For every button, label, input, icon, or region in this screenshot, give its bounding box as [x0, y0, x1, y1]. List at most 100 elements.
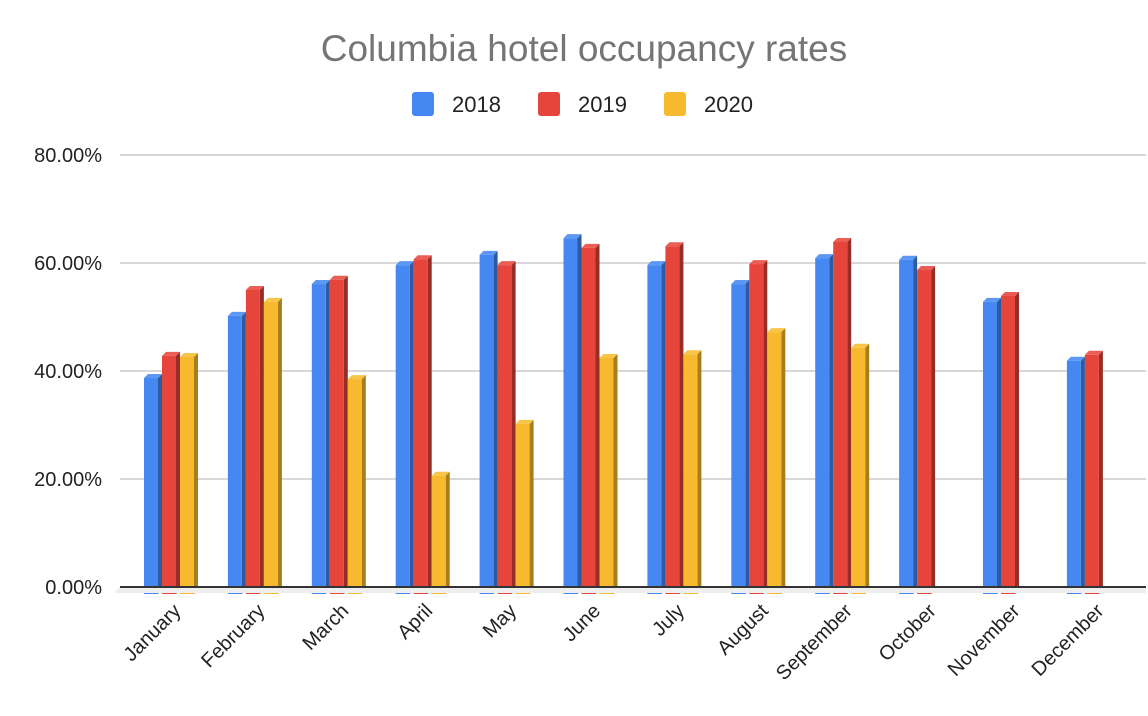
bar-front	[563, 238, 578, 594]
x-tick-label: May	[479, 600, 521, 642]
bar-2018-january[interactable]	[144, 374, 162, 594]
bar-2018-june[interactable]	[563, 234, 582, 594]
bar-front	[395, 265, 410, 594]
bar-side	[529, 419, 534, 594]
bar-2020-march[interactable]	[347, 375, 366, 594]
bar-side	[241, 311, 246, 594]
bar-2019-june[interactable]	[581, 243, 600, 594]
bar-2020-january[interactable]	[180, 352, 198, 594]
bar-top	[749, 260, 768, 265]
bar-front	[245, 290, 260, 594]
bar-top	[665, 242, 684, 247]
bar-2018-may[interactable]	[479, 250, 498, 594]
bar-top	[515, 419, 534, 424]
bar-top	[815, 254, 834, 259]
bar-front	[431, 475, 446, 594]
bar-front	[162, 355, 176, 594]
bar-2019-march[interactable]	[329, 275, 348, 594]
bar-2020-september[interactable]	[851, 343, 870, 594]
legend-item-2018[interactable]: 2018	[412, 92, 501, 117]
bar-2019-october[interactable]	[917, 266, 936, 594]
legend-swatch	[538, 92, 560, 116]
bar-front	[833, 241, 848, 594]
legend-label: 2019	[578, 92, 627, 117]
bar-2018-september[interactable]	[815, 254, 834, 594]
legend-item-2019[interactable]: 2019	[538, 92, 627, 117]
floor	[114, 587, 1146, 593]
bar-2020-april[interactable]	[431, 471, 450, 594]
bar-front	[515, 423, 530, 594]
legend-swatch	[412, 92, 434, 116]
bar-front	[917, 270, 932, 594]
bar-top	[917, 266, 936, 271]
bar-front	[731, 284, 746, 594]
bar-front	[347, 379, 362, 594]
bar-2020-august[interactable]	[767, 328, 786, 594]
bar-2020-june[interactable]	[599, 354, 618, 594]
bar-front	[1084, 354, 1099, 594]
bar-2018-april[interactable]	[395, 261, 414, 594]
bar-2020-may[interactable]	[515, 419, 534, 594]
bar-top	[479, 250, 498, 255]
bar-2018-november[interactable]	[983, 297, 1001, 594]
bar-top	[1084, 350, 1103, 355]
bar-2019-november[interactable]	[1001, 291, 1019, 594]
x-tick-label: March	[298, 600, 353, 655]
bar-2019-september[interactable]	[833, 237, 852, 594]
bar-side	[259, 286, 264, 594]
bar-2018-october[interactable]	[899, 255, 918, 594]
bar-front	[227, 315, 242, 594]
x-tick-label: October	[875, 600, 941, 666]
bar-2020-february[interactable]	[263, 297, 282, 594]
bar-side	[158, 374, 162, 594]
bar-2019-january[interactable]	[162, 351, 180, 594]
bar-2019-august[interactable]	[749, 260, 768, 594]
legend-swatch	[664, 92, 686, 116]
bar-side	[679, 242, 684, 594]
bar-2018-february[interactable]	[227, 311, 246, 594]
bar-side	[343, 275, 348, 594]
bar-front	[329, 279, 344, 594]
bar-top	[311, 280, 330, 285]
bar-side	[277, 297, 282, 594]
bar-top	[431, 471, 450, 476]
bar-2019-may[interactable]	[497, 261, 516, 594]
bar-top	[833, 237, 852, 242]
bar-front	[983, 301, 997, 594]
bar-side	[931, 266, 936, 594]
bar-side	[913, 255, 918, 594]
bar-2019-july[interactable]	[665, 242, 684, 594]
bar-top	[563, 234, 582, 239]
legend-item-2020[interactable]: 2020	[664, 92, 753, 117]
bar-top	[144, 374, 162, 379]
bar-side	[361, 375, 366, 594]
bar-2019-april[interactable]	[413, 255, 432, 594]
bar-front	[665, 246, 680, 594]
x-axis-baseline	[114, 586, 1146, 593]
bar-front	[479, 254, 494, 594]
bar-side	[847, 237, 852, 594]
bar-2018-july[interactable]	[647, 261, 666, 594]
bar-2018-march[interactable]	[311, 280, 330, 594]
bar-side	[595, 243, 600, 594]
bar-front	[1066, 360, 1081, 594]
bar-top	[347, 375, 366, 380]
bar-2018-december[interactable]	[1066, 356, 1085, 594]
bar-side	[194, 352, 198, 594]
y-tick-label: 60.00%	[34, 253, 102, 275]
bar-front	[767, 332, 782, 594]
bar-2018-august[interactable]	[731, 280, 750, 594]
bar-side	[427, 255, 432, 594]
bar-2020-july[interactable]	[683, 350, 702, 594]
bar-2019-december[interactable]	[1084, 350, 1103, 594]
bar-top	[413, 255, 432, 260]
bar-side	[445, 471, 450, 594]
x-tick-label: December	[1028, 600, 1109, 681]
bar-2019-february[interactable]	[245, 286, 264, 594]
x-tick-label: July	[648, 600, 689, 641]
bar-front	[497, 265, 512, 594]
bar-side	[1080, 356, 1085, 594]
x-tick-label: August	[713, 600, 773, 660]
bar-front	[180, 356, 194, 594]
y-tick-label: 40.00%	[34, 361, 102, 383]
